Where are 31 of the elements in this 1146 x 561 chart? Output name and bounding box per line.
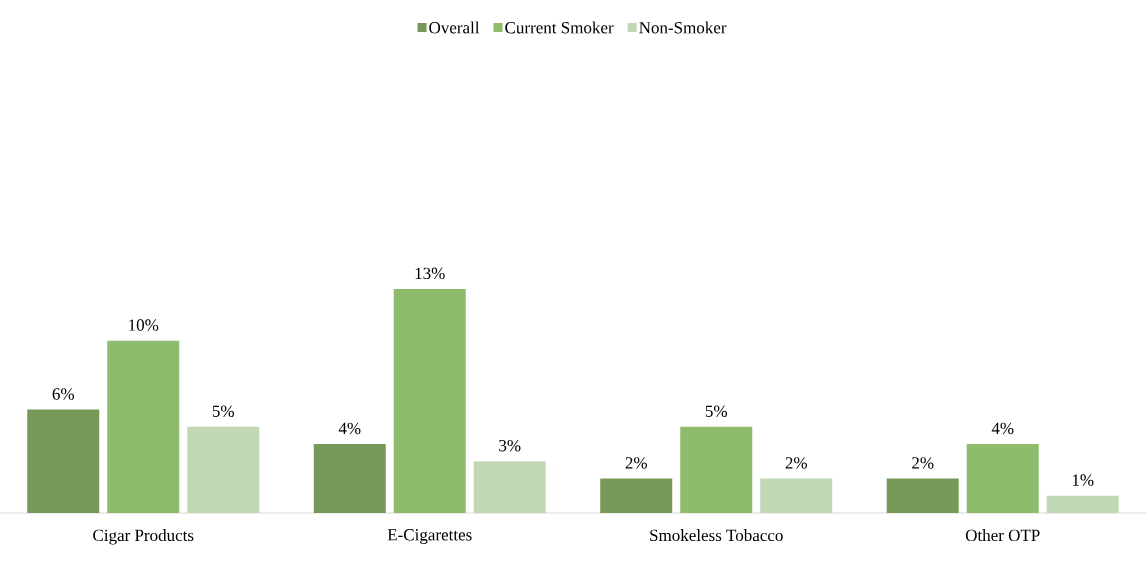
- bar: [313, 444, 386, 513]
- bar: [680, 426, 753, 513]
- data-label: 2%: [625, 457, 647, 469]
- bar: [393, 289, 466, 513]
- data-label: 4%: [991, 422, 1014, 435]
- x-tick-label: Cigar Products: [93, 529, 194, 545]
- bar: [473, 461, 546, 513]
- data-label: 10%: [129, 319, 159, 331]
- bar: [1046, 495, 1119, 513]
- data-label: 5%: [212, 405, 234, 417]
- data-label: 3%: [499, 439, 521, 452]
- bar: [886, 478, 959, 513]
- data-label: 6%: [52, 388, 74, 400]
- data-label: 5%: [705, 405, 727, 417]
- data-label: 2%: [912, 457, 934, 469]
- legend-label: Current Smoker: [505, 21, 614, 34]
- data-label: 1%: [1072, 474, 1094, 486]
- legend-label: Non-Smoker: [639, 21, 727, 34]
- x-tick-label: E-Cigarettes: [387, 529, 472, 545]
- bar: [760, 478, 833, 513]
- legend-label: Overall: [429, 21, 480, 34]
- data-label: 2%: [785, 457, 807, 469]
- bar: [27, 409, 100, 513]
- data-label: 4%: [338, 422, 361, 435]
- bar: [966, 444, 1039, 513]
- data-label: 13%: [415, 267, 445, 280]
- bar: [600, 478, 673, 513]
- x-tick-label: Smokeless Tobacco: [650, 529, 783, 542]
- x-tick-label: Other OTP: [965, 529, 1040, 542]
- bar: [107, 340, 180, 513]
- bar: [187, 426, 260, 513]
